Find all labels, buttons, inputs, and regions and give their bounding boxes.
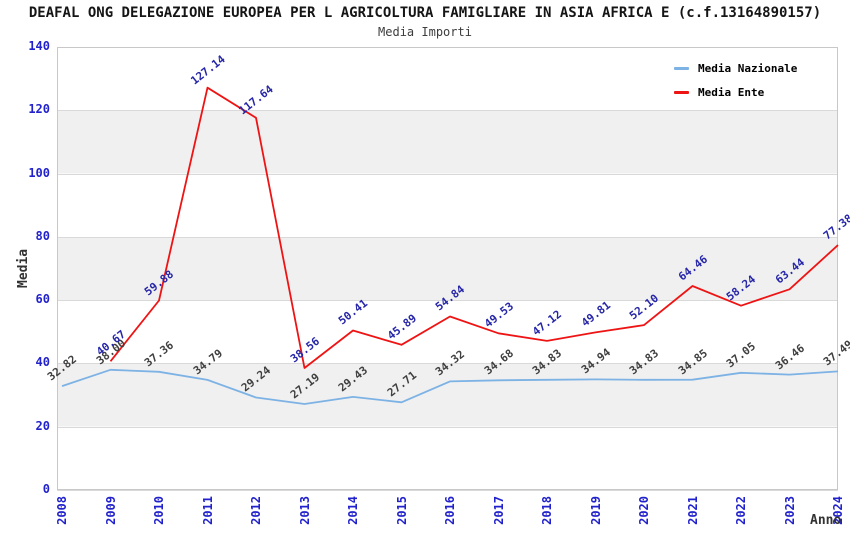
data-label-media-nazionale: 37.05 — [723, 339, 759, 371]
line-chart-svg — [57, 47, 839, 491]
y-tick-label: 100 — [28, 165, 50, 180]
y-tick-label: 40 — [35, 355, 50, 370]
data-label-media-nazionale: 37.49 — [820, 338, 850, 369]
data-label-media-nazionale: 34.85 — [675, 346, 710, 378]
series-line-media-ente — [109, 86, 839, 369]
data-label-media-ente: 59.88 — [141, 267, 177, 298]
x-tick-label: 2019 — [588, 496, 603, 525]
x-tick-label: 2017 — [491, 496, 506, 525]
x-tick-label: 2023 — [782, 496, 797, 525]
data-label-media-ente: 45.89 — [384, 311, 419, 343]
data-label-media-nazionale: 27.19 — [287, 370, 322, 402]
data-label-media-nazionale: 37.36 — [141, 338, 177, 370]
legend-swatch-media-nazionale-icon — [674, 67, 689, 70]
x-tick-label: 2020 — [637, 496, 651, 525]
data-label-media-nazionale: 34.68 — [481, 346, 516, 378]
data-label-media-nazionale: 34.32 — [432, 348, 468, 379]
data-label-media-nazionale: 29.24 — [238, 364, 274, 395]
legend-item-media-nazionale: Media Nazionale — [674, 62, 797, 75]
x-tick-label: 2009 — [103, 496, 118, 525]
x-tick-label: 2016 — [443, 496, 457, 525]
x-axis-title: Anno — [810, 513, 842, 528]
y-tick-label: 80 — [35, 228, 50, 243]
data-label-media-ente: 47.12 — [529, 307, 565, 339]
y-tick-label: 0 — [42, 482, 50, 496]
data-label-media-ente: 127.14 — [187, 52, 228, 88]
chart-subtitle: Media Importi — [378, 25, 472, 39]
x-tick-label: 2018 — [540, 496, 554, 525]
data-label-media-nazionale: 34.79 — [190, 346, 225, 378]
plot-area: 32.82 38.00 37.36 34.79 29.24 27.19 29.43 27.71… — [45, 47, 850, 491]
x-tick-label: 2013 — [297, 496, 312, 525]
data-label-media-nazionale: 34.94 — [578, 346, 613, 377]
data-label-media-nazionale: 29.43 — [335, 363, 371, 395]
y-axis: 0 20 40 60 80 100 120 140 — [0, 39, 50, 496]
legend: Media Nazionale Media Ente — [674, 62, 797, 110]
data-label-media-ente: 77.38 — [820, 211, 850, 243]
data-label-media-ente: 64.46 — [675, 252, 710, 284]
data-label-media-ente: 58.24 — [723, 272, 759, 304]
x-tick-label: 2015 — [394, 496, 409, 525]
data-label-media-nazionale: 32.82 — [44, 352, 80, 384]
legend-label-media-ente: Media Ente — [698, 86, 765, 99]
data-label-media-ente: 117.64 — [236, 82, 276, 118]
data-label-media-ente: 49.53 — [481, 299, 516, 331]
data-label-media-ente: 54.84 — [432, 283, 468, 314]
legend-swatch-media-ente-icon — [674, 91, 689, 94]
plot-border — [57, 47, 838, 490]
x-tick-label: 2021 — [685, 496, 700, 525]
data-labels-layer: 32.82 38.00 37.36 34.79 29.24 27.19 29.43 27.71… — [45, 47, 850, 490]
y-tick-label: 20 — [35, 418, 50, 433]
x-tick-label: 2014 — [346, 496, 360, 525]
x-tick-label: 2012 — [249, 496, 263, 525]
data-label-media-ente: 52.10 — [626, 291, 662, 323]
data-label-media-nazionale: 36.46 — [772, 341, 807, 372]
data-label-media-ente: 63.44 — [772, 255, 807, 287]
y-tick-label: 60 — [35, 292, 50, 307]
x-tick-label: 2008 — [55, 496, 69, 525]
x-tick-label: 2011 — [200, 496, 215, 525]
x-tick-label: 2010 — [152, 496, 166, 525]
data-label-media-nazionale: 34.83 — [626, 346, 662, 378]
x-axis: 2008 2009 2010 2011 2012 2013 2014 2015 2016 2017… — [55, 494, 850, 544]
legend-item-media-ente: Media Ente — [674, 86, 797, 99]
data-label-media-nazionale: 34.83 — [529, 346, 565, 378]
data-label-media-ente: 38.56 — [287, 334, 322, 366]
chart-title: DEAFAL ONG DELEGAZIONE EUROPEA PER L AGR… — [28, 5, 822, 21]
data-label-media-ente: 50.41 — [335, 297, 371, 328]
x-tick-label: 2022 — [734, 496, 748, 525]
series-line-media-nazionale — [61, 368, 839, 405]
y-tick-label: 120 — [28, 102, 50, 117]
legend-label-media-nazionale: Media Nazionale — [698, 62, 798, 75]
y-tick-label: 140 — [28, 39, 50, 53]
data-label-media-nazionale: 27.71 — [384, 368, 419, 400]
data-label-media-ente: 49.81 — [578, 299, 613, 330]
